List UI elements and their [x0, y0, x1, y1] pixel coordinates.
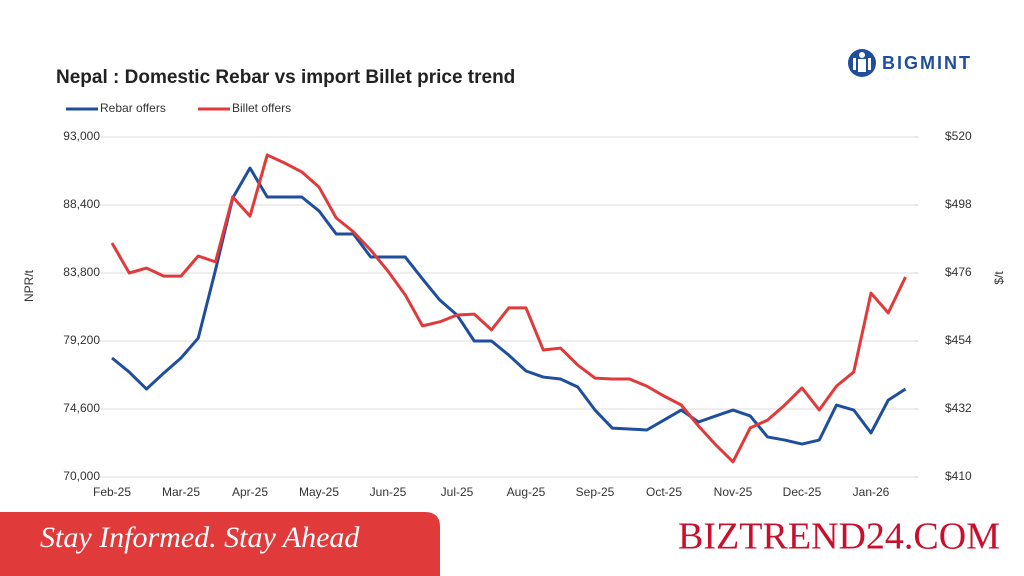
y2-tick-label: $432 [945, 401, 972, 415]
x-tick-label: Nov-25 [714, 485, 753, 499]
x-tick-label: Jun-25 [370, 485, 407, 499]
x-tick-label: Feb-25 [93, 485, 131, 499]
y-tick-label: 70,000 [63, 469, 100, 483]
y-axis-label: NPR/t [22, 269, 36, 302]
y2-tick-label: $498 [945, 197, 972, 211]
y-tick-label: 88,400 [63, 197, 100, 211]
x-tick-label: Jul-25 [441, 485, 474, 499]
x-tick-label: Jan-26 [853, 485, 890, 499]
x-tick-label: Oct-25 [646, 485, 682, 499]
y2-tick-label: $476 [945, 265, 972, 279]
x-tick-label: Mar-25 [162, 485, 200, 499]
y2-tick-label: $520 [945, 129, 972, 143]
y-tick-label: 83,800 [63, 265, 100, 279]
footer-banner [0, 512, 440, 576]
y2-axis-label: $/t [992, 271, 1006, 285]
legend-label: Billet offers [232, 101, 291, 115]
y-tick-label: 93,000 [63, 129, 100, 143]
series-line [110, 153, 907, 464]
x-tick-label: Aug-25 [507, 485, 546, 499]
footer-site: BIZTREND24.COM [678, 516, 1000, 558]
y-tick-label: 79,200 [63, 333, 100, 347]
x-tick-label: Dec-25 [783, 485, 822, 499]
logo-text: BIGMINT [882, 53, 972, 73]
x-tick-label: May-25 [299, 485, 339, 499]
series-line [111, 166, 907, 446]
x-tick-label: Apr-25 [232, 485, 268, 499]
x-tick-label: Sep-25 [576, 485, 615, 499]
logo-icon [848, 49, 876, 77]
y-tick-label: 74,600 [63, 401, 100, 415]
legend-label: Rebar offers [100, 101, 166, 115]
y2-tick-label: $454 [945, 333, 972, 347]
footer-tagline: Stay Informed. Stay Ahead [40, 521, 360, 554]
chart-title: Nepal : Domestic Rebar vs import Billet … [56, 67, 515, 88]
y2-tick-label: $410 [945, 469, 972, 483]
